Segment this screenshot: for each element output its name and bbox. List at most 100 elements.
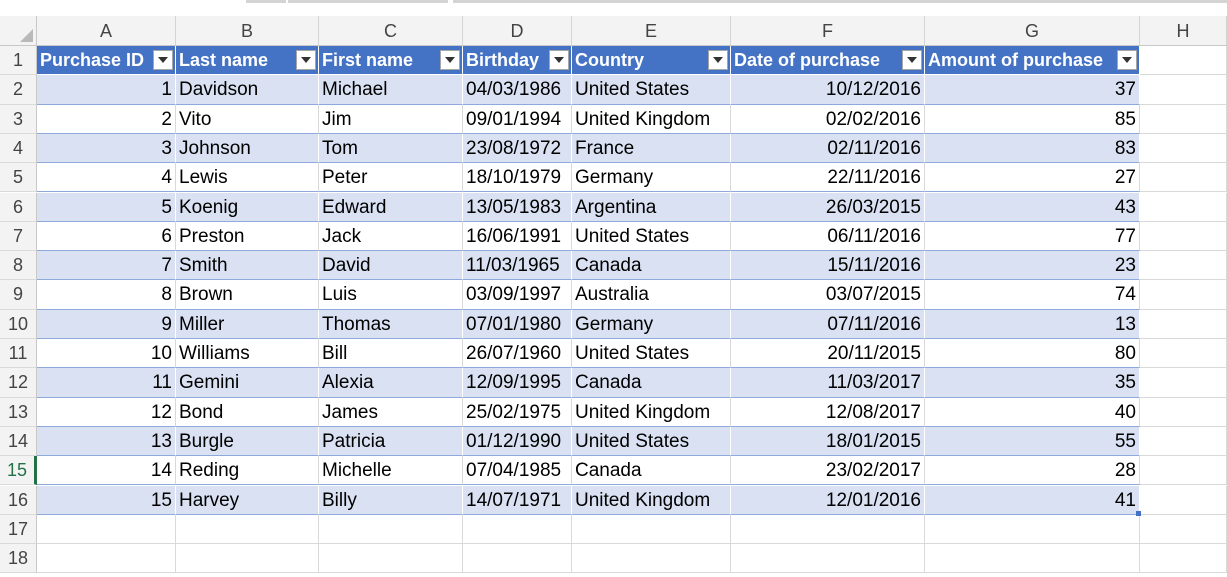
empty-cell[interactable]: [925, 544, 1140, 574]
row-header-12[interactable]: 12: [0, 368, 37, 398]
table-cell[interactable]: 26/03/2015: [731, 192, 925, 222]
table-cell[interactable]: 02/11/2016: [731, 133, 925, 164]
row-header-18[interactable]: 18: [0, 544, 37, 574]
filter-dropdown-icon[interactable]: [296, 50, 316, 70]
column-header-e[interactable]: E: [572, 16, 731, 45]
empty-cell[interactable]: [1140, 104, 1227, 134]
empty-cell[interactable]: [731, 544, 925, 574]
table-cell[interactable]: 37: [925, 75, 1140, 105]
empty-cell[interactable]: [1140, 46, 1227, 76]
table-cell[interactable]: 14/07/1971: [463, 485, 572, 515]
table-cell[interactable]: 03/07/2015: [731, 280, 925, 310]
table-cell[interactable]: United States: [572, 426, 731, 457]
table-cell[interactable]: 15: [37, 485, 176, 515]
table-cell[interactable]: 1: [37, 75, 176, 105]
table-cell[interactable]: 85: [925, 104, 1140, 134]
table-cell[interactable]: 10/12/2016: [731, 75, 925, 105]
table-cell[interactable]: Harvey: [176, 485, 319, 515]
empty-cell[interactable]: [1140, 339, 1227, 369]
table-cell[interactable]: United States: [572, 75, 731, 105]
table-cell[interactable]: 27: [925, 163, 1140, 193]
filter-dropdown-icon[interactable]: [708, 50, 728, 70]
table-cell[interactable]: Alexia: [319, 368, 463, 398]
table-cell[interactable]: United States: [572, 221, 731, 252]
table-cell[interactable]: 3: [37, 133, 176, 164]
filter-dropdown-icon[interactable]: [153, 50, 173, 70]
empty-cell[interactable]: [1140, 163, 1227, 193]
table-header-cell[interactable]: Amount of purchase: [925, 46, 1140, 76]
table-header-cell[interactable]: Birthday: [463, 46, 572, 76]
empty-cell[interactable]: [1140, 133, 1227, 164]
table-cell[interactable]: Miller: [176, 309, 319, 339]
row-header-5[interactable]: 5: [0, 163, 37, 193]
table-cell[interactable]: Reding: [176, 456, 319, 486]
row-header-2[interactable]: 2: [0, 75, 37, 105]
row-header-17[interactable]: 17: [0, 514, 37, 545]
table-cell[interactable]: Jim: [319, 104, 463, 134]
empty-cell[interactable]: [1140, 514, 1227, 545]
table-cell[interactable]: Edward: [319, 192, 463, 222]
table-cell[interactable]: 43: [925, 192, 1140, 222]
table-cell[interactable]: Luis: [319, 280, 463, 310]
table-cell[interactable]: Thomas: [319, 309, 463, 339]
filter-dropdown-icon[interactable]: [1117, 50, 1137, 70]
empty-cell[interactable]: [1140, 251, 1227, 281]
table-cell[interactable]: 26/07/1960: [463, 339, 572, 369]
table-cell[interactable]: Canada: [572, 456, 731, 486]
empty-cell[interactable]: [1140, 75, 1227, 105]
table-cell[interactable]: 13: [37, 426, 176, 457]
empty-cell[interactable]: [1140, 456, 1227, 486]
column-header-f[interactable]: F: [731, 16, 925, 45]
table-cell[interactable]: Germany: [572, 163, 731, 193]
table-cell[interactable]: 41: [925, 485, 1140, 515]
row-header-10[interactable]: 10: [0, 309, 37, 339]
table-cell[interactable]: 02/02/2016: [731, 104, 925, 134]
table-cell[interactable]: 23/02/2017: [731, 456, 925, 486]
table-cell[interactable]: Bond: [176, 397, 319, 427]
table-cell[interactable]: Smith: [176, 251, 319, 281]
table-cell[interactable]: Bill: [319, 339, 463, 369]
empty-cell[interactable]: [1140, 485, 1227, 515]
table-cell[interactable]: 28: [925, 456, 1140, 486]
table-cell[interactable]: 01/12/1990: [463, 426, 572, 457]
table-cell[interactable]: David: [319, 251, 463, 281]
row-header-1[interactable]: 1: [0, 46, 37, 76]
table-cell[interactable]: Davidson: [176, 75, 319, 105]
table-header-cell[interactable]: Date of purchase: [731, 46, 925, 76]
empty-cell[interactable]: [1140, 280, 1227, 310]
table-cell[interactable]: 13/05/1983: [463, 192, 572, 222]
filter-dropdown-icon[interactable]: [440, 50, 460, 70]
table-cell[interactable]: 16/06/1991: [463, 221, 572, 252]
empty-cell[interactable]: [463, 544, 572, 574]
empty-cell[interactable]: [1140, 368, 1227, 398]
table-cell[interactable]: United Kingdom: [572, 104, 731, 134]
table-cell[interactable]: 74: [925, 280, 1140, 310]
table-cell[interactable]: Williams: [176, 339, 319, 369]
empty-cell[interactable]: [1140, 309, 1227, 339]
table-cell[interactable]: 11/03/2017: [731, 368, 925, 398]
row-header-4[interactable]: 4: [0, 133, 37, 164]
table-cell[interactable]: Burgle: [176, 426, 319, 457]
column-header-c[interactable]: C: [319, 16, 463, 45]
table-cell[interactable]: 07/11/2016: [731, 309, 925, 339]
table-cell[interactable]: 77: [925, 221, 1140, 252]
table-cell[interactable]: 40: [925, 397, 1140, 427]
select-all-button[interactable]: [0, 16, 37, 45]
table-cell[interactable]: United States: [572, 339, 731, 369]
table-header-cell[interactable]: First name: [319, 46, 463, 76]
table-cell[interactable]: Germany: [572, 309, 731, 339]
column-header-d[interactable]: D: [463, 16, 572, 45]
table-cell[interactable]: 8: [37, 280, 176, 310]
filter-dropdown-icon[interactable]: [902, 50, 922, 70]
empty-cell[interactable]: [1140, 426, 1227, 457]
table-cell[interactable]: 23: [925, 251, 1140, 281]
row-header-15[interactable]: 15: [0, 456, 37, 486]
table-cell[interactable]: 20/11/2015: [731, 339, 925, 369]
empty-cell[interactable]: [925, 514, 1140, 545]
empty-cell[interactable]: [463, 514, 572, 545]
column-header-b[interactable]: B: [176, 16, 319, 45]
table-cell[interactable]: United Kingdom: [572, 397, 731, 427]
table-cell[interactable]: Australia: [572, 280, 731, 310]
row-header-7[interactable]: 7: [0, 221, 37, 252]
row-header-6[interactable]: 6: [0, 192, 37, 222]
